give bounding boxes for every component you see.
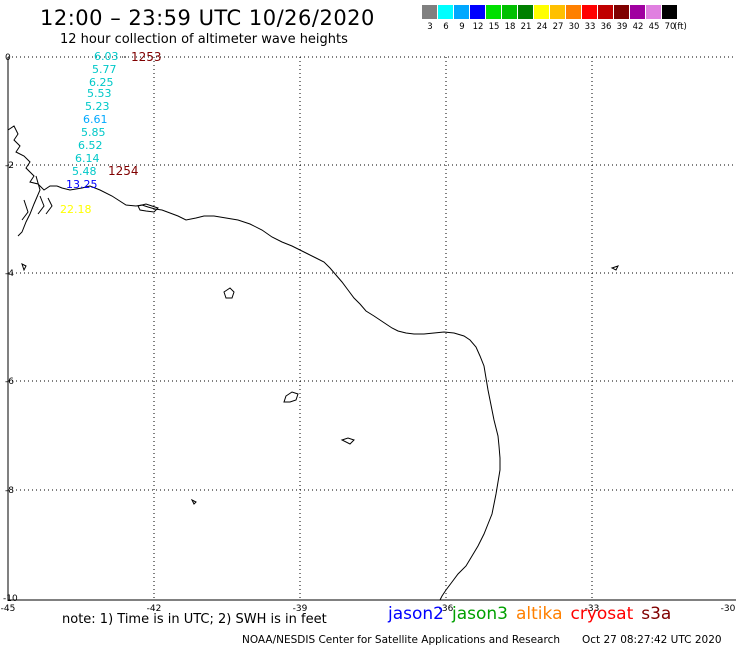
legend-swatch <box>582 5 598 19</box>
color-scale-legend <box>422 5 678 19</box>
wave-height-label: 6.14 <box>75 152 100 165</box>
wave-height-label: 5.85 <box>81 126 106 139</box>
y-tick-label: 0 <box>5 53 11 63</box>
satellite-name: jason2 <box>388 604 444 624</box>
legend-swatch <box>518 5 534 19</box>
wave-height-label: 5.23 <box>85 100 110 113</box>
legend-label: 33 <box>584 22 596 32</box>
legend-swatch <box>550 5 566 19</box>
coastline-brazil <box>56 185 501 601</box>
legend-label: 21 <box>520 22 532 32</box>
y-tick-label: -10 <box>3 594 18 604</box>
axis-tick-labels: -45 -42 -39 -36 -33 -30 0 -2 -4 -6 -8 -10 <box>1 53 736 614</box>
island-east-1 <box>340 437 355 445</box>
wave-height-label: 5.53 <box>87 87 112 100</box>
map-note: note: 1) Time is in UTC; 2) SWH is in fe… <box>62 612 327 627</box>
x-tick-label: -42 <box>147 604 162 614</box>
island-small-west <box>21 263 27 272</box>
legend-swatch <box>566 5 582 19</box>
legend-swatch <box>662 5 678 19</box>
legend-label: 27 <box>552 22 564 32</box>
wave-height-label: 13.25 <box>66 178 98 191</box>
legend-swatch <box>534 5 550 19</box>
legend-label: 9 <box>459 22 465 32</box>
legend-unit: (ft) <box>674 22 687 32</box>
wave-height-label: 22.18 <box>60 203 92 216</box>
x-tick-label: -45 <box>1 604 16 614</box>
legend-label: 45 <box>648 22 660 32</box>
legend-label: 3 <box>427 22 433 32</box>
y-tick-label: -8 <box>5 486 14 496</box>
color-scale-labels: 3 6 9 12 15 18 21 24 27 30 33 36 39 42 45 70 (ft) <box>422 22 687 32</box>
wave-height-label: 6.25 <box>89 76 114 89</box>
legend-swatch <box>598 5 614 19</box>
island-rocas-atoll <box>223 287 235 299</box>
legend-swatch <box>486 5 502 19</box>
legend-swatch <box>422 5 438 19</box>
x-tick-label: -33 <box>585 604 600 614</box>
wave-height-label: 5.48 <box>72 165 97 178</box>
map-subtitle: 12 hour collection of altimeter wave hei… <box>60 32 348 47</box>
coastline-northwest <box>7 125 57 237</box>
legend-label: 24 <box>536 22 548 32</box>
legend-swatch <box>646 5 662 19</box>
x-tick-label: -39 <box>293 604 308 614</box>
y-tick-label: -6 <box>5 377 14 387</box>
legend-swatch <box>470 5 486 19</box>
graticule-grid <box>8 56 736 600</box>
legend-swatch <box>454 5 470 19</box>
legend-swatch <box>630 5 646 19</box>
legend-swatch <box>614 5 630 19</box>
satellite-legend: jason2 jason3 altika cryosat s3a <box>388 604 671 624</box>
legend-label: 36 <box>600 22 612 32</box>
x-tick-label: -30 <box>721 604 736 614</box>
x-tick-label: -36 <box>439 604 454 614</box>
island-east-2 <box>190 498 197 505</box>
satellite-name: s3a <box>641 604 672 624</box>
wave-height-observations: 6.035.776.255.535.236.615.856.526.145.48… <box>60 50 162 216</box>
legend-label: 6 <box>443 22 449 32</box>
wave-height-label: 6.61 <box>83 113 108 126</box>
island-marajo-shoals <box>137 203 159 213</box>
wave-height-label: 6.03 <box>94 50 119 63</box>
island-far-east <box>610 265 619 271</box>
map-title: 12:00 – 23:59 UTC 10/26/2020 <box>40 6 375 30</box>
pass-time-label: 1254 <box>108 164 139 178</box>
wave-height-label: 6.52 <box>78 139 103 152</box>
legend-label: 15 <box>488 22 500 32</box>
legend-label: 42 <box>632 22 644 32</box>
legend-label: 12 <box>472 22 484 32</box>
pass-time-label: 1253 <box>131 50 162 64</box>
legend-label: 39 <box>616 22 628 32</box>
satellite-name: jason3 <box>452 604 508 624</box>
legend-swatch <box>438 5 454 19</box>
y-tick-label: -2 <box>5 161 14 171</box>
footer-source: NOAA/NESDIS Center for Satellite Applica… <box>242 634 560 646</box>
legend-label: 30 <box>568 22 580 32</box>
legend-swatch <box>502 5 518 19</box>
island-fernando-de-noronha <box>283 391 299 403</box>
legend-label: 18 <box>504 22 516 32</box>
satellite-name: cryosat <box>570 604 634 624</box>
wave-height-label: 5.77 <box>92 63 117 76</box>
footer-timestamp: Oct 27 08:27:42 UTC 2020 <box>582 634 722 646</box>
satellite-name: altika <box>516 604 563 624</box>
legend-label: 70 <box>664 22 676 32</box>
y-tick-label: -4 <box>5 269 14 279</box>
